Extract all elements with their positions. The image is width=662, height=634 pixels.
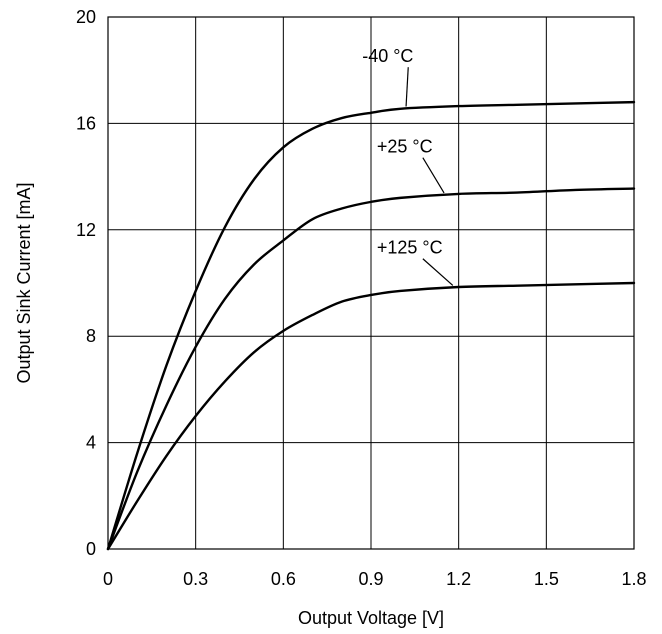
series-annotation-label: -40 °C	[362, 46, 413, 66]
annotation-layer: -40 °C +25 °C +125 °C	[362, 46, 454, 286]
grid	[107, 16, 635, 550]
y-tick-label: 16	[76, 113, 96, 133]
x-axis-label: Output Voltage [V]	[298, 608, 444, 628]
x-tick-label: 1.8	[621, 569, 646, 589]
x-tick-label: 0.3	[183, 569, 208, 589]
series-line-2	[106, 281, 636, 551]
annotation-leader-line	[422, 157, 445, 194]
series-layer	[106, 100, 636, 551]
x-tick-label: 0.6	[271, 569, 296, 589]
y-tick-labels: 0 4 8 12 16 20	[76, 7, 96, 559]
series-annotation-label: +125 °C	[377, 238, 443, 258]
x-tick-label: 0	[103, 569, 113, 589]
y-tick-label: 20	[76, 7, 96, 27]
x-tick-label: 0.9	[358, 569, 383, 589]
y-tick-label: 4	[86, 433, 96, 453]
x-tick-labels: 0 0.3 0.6 0.9 1.2 1.5 1.8	[103, 569, 647, 589]
annotation-leader-line	[422, 258, 454, 286]
y-axis-label: Output Sink Current [mA]	[14, 182, 34, 383]
x-tick-label: 1.5	[534, 569, 559, 589]
y-tick-label: 8	[86, 326, 96, 346]
series-line-0	[106, 100, 636, 551]
annotation-leader-line	[405, 67, 409, 107]
y-tick-label: 12	[76, 220, 96, 240]
x-tick-label: 1.2	[446, 569, 471, 589]
y-tick-label: 0	[86, 539, 96, 559]
series-annotation-label: +25 °C	[377, 137, 433, 157]
series-line-1	[106, 187, 636, 551]
